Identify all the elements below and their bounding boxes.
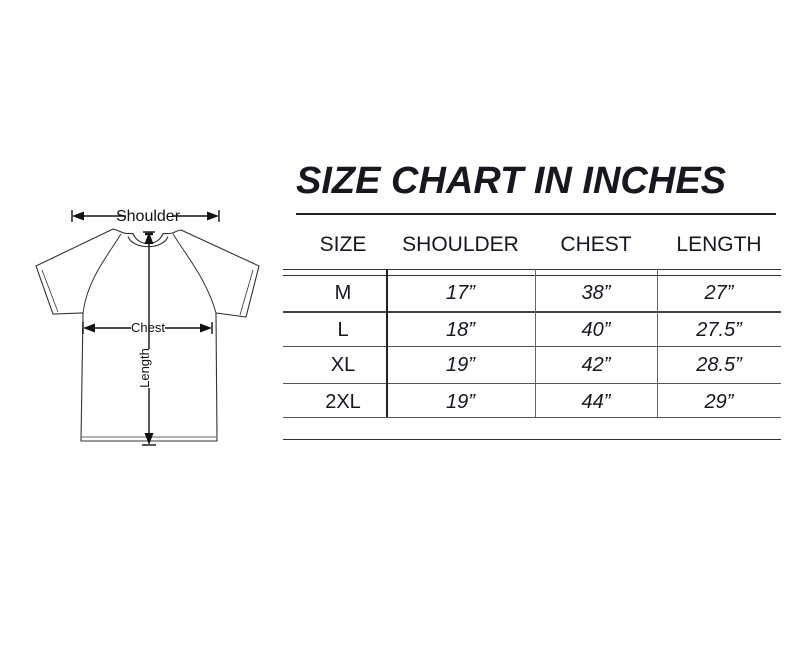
svg-text:Length: Length [137, 348, 152, 388]
svg-text:Chest: Chest [131, 320, 165, 335]
svg-text:Shoulder: Shoulder [116, 208, 181, 225]
